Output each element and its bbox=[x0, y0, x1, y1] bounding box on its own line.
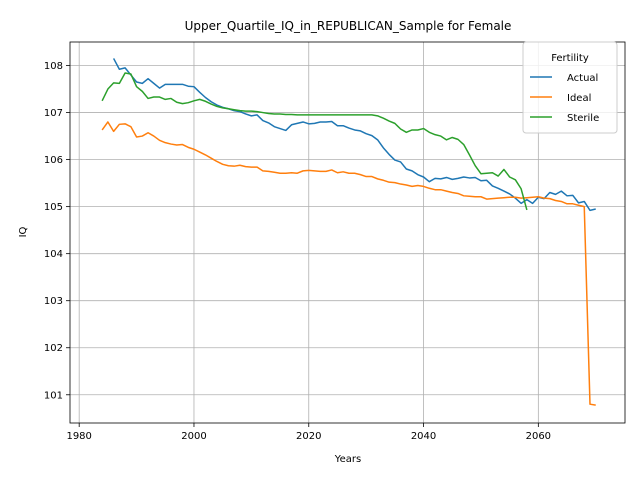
legend-label-actual: Actual bbox=[567, 73, 598, 84]
x-axis-label: Years bbox=[334, 454, 361, 465]
y-tick-label: 104 bbox=[44, 249, 63, 260]
series-lines bbox=[101, 58, 596, 406]
legend-title: Fertility bbox=[551, 53, 589, 64]
x-tick-label: 2000 bbox=[181, 431, 206, 442]
plot-frame bbox=[69, 41, 626, 424]
y-tick-label: 108 bbox=[44, 61, 63, 72]
y-tick-label: 101 bbox=[44, 390, 63, 401]
series-line-ideal bbox=[101, 121, 596, 406]
legend: Fertility Actual Ideal Sterile bbox=[522, 41, 618, 134]
y-tick-label: 103 bbox=[44, 296, 63, 307]
x-tick-label: 2020 bbox=[296, 431, 321, 442]
x-tick-label: 2040 bbox=[411, 431, 436, 442]
legend-entries: Actual Ideal Sterile bbox=[530, 73, 599, 124]
y-axis-label: IQ bbox=[18, 226, 29, 237]
x-axis-ticks: 1980 2000 2020 2040 2060 bbox=[66, 423, 551, 442]
chart-title: Upper_Quartile_IQ_in_REPUBLICAN_Sample f… bbox=[185, 19, 512, 33]
y-axis-ticks: 101 102 103 104 105 106 107 108 bbox=[44, 61, 70, 401]
x-tick-label: 2060 bbox=[526, 431, 551, 442]
legend-label-ideal: Ideal bbox=[567, 93, 591, 104]
legend-box bbox=[522, 41, 618, 134]
y-tick-label: 102 bbox=[44, 343, 63, 354]
grid bbox=[70, 42, 625, 423]
y-tick-label: 106 bbox=[44, 155, 63, 166]
series-line-actual bbox=[112, 58, 596, 212]
y-tick-label: 107 bbox=[44, 108, 63, 119]
y-tick-label: 105 bbox=[44, 202, 63, 213]
series-line-sterile bbox=[101, 72, 528, 211]
legend-label-sterile: Sterile bbox=[567, 113, 599, 124]
x-tick-label: 1980 bbox=[66, 431, 91, 442]
